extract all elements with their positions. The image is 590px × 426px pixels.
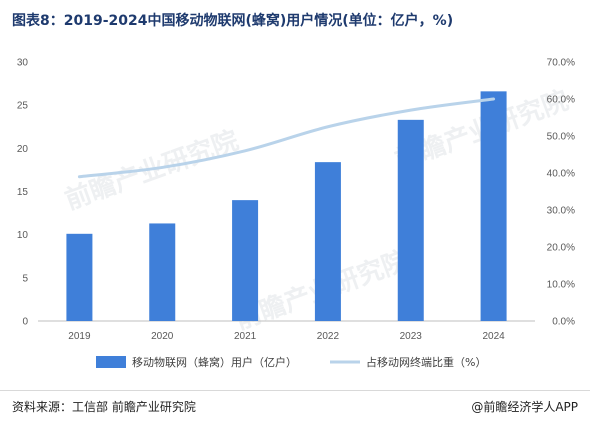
left-tick-label: 25 xyxy=(17,101,29,112)
right-tick-label: 10.0% xyxy=(547,280,575,291)
legend-bar-swatch xyxy=(96,356,126,368)
bar-2021 xyxy=(232,200,259,321)
right-tick-label: 40.0% xyxy=(547,169,575,180)
line-series xyxy=(77,97,496,179)
x-axis: 2019 2020 2021 2022 2023 2024 xyxy=(68,331,505,342)
right-tick-label: 20.0% xyxy=(547,243,575,254)
x-tick-label: 2020 xyxy=(151,331,174,342)
left-tick-label: 5 xyxy=(22,273,28,284)
chart-title: 图表8：2019-2024中国移动物联网(蜂窝)用户情况(单位：亿户，%) xyxy=(12,13,454,29)
bar-2019 xyxy=(66,233,93,321)
x-tick-label: 2023 xyxy=(400,331,423,342)
bar-2020 xyxy=(149,223,176,321)
left-axis: 0 5 10 15 20 25 30 xyxy=(17,58,29,328)
source-note: 资料来源：工信部 前瞻产业研究院 xyxy=(12,400,196,414)
right-tick-label: 0.0% xyxy=(552,317,575,328)
x-tick-label: 2024 xyxy=(482,331,505,342)
brand-credit: @前瞻经济学人APP xyxy=(471,400,578,414)
left-tick-label: 20 xyxy=(17,144,29,155)
right-tick-label: 60.0% xyxy=(547,95,575,106)
right-tick-label: 30.0% xyxy=(547,206,575,217)
bar-series xyxy=(66,91,507,322)
x-tick-label: 2019 xyxy=(68,331,91,342)
right-tick-label: 50.0% xyxy=(547,132,575,143)
legend: 移动物联网（蜂窝）用户（亿户） 占移动网终端比重（%） xyxy=(96,355,486,369)
legend-bar-label: 移动物联网（蜂窝）用户（亿户） xyxy=(132,355,297,369)
right-tick-label: 70.0% xyxy=(547,58,575,69)
bar-2024 xyxy=(480,91,507,321)
x-tick-label: 2022 xyxy=(317,331,340,342)
left-tick-label: 10 xyxy=(17,230,29,241)
chart: 0 5 10 15 20 25 30 0.0% 10.0% 20.0% 30.0% 40.0% 50.… xyxy=(17,58,575,370)
left-tick-label: 0 xyxy=(22,317,28,328)
bar-2023 xyxy=(397,119,424,322)
right-axis: 0.0% 10.0% 20.0% 30.0% 40.0% 50.0% 60.0% 70.0% xyxy=(547,58,575,328)
left-tick-label: 15 xyxy=(17,187,29,198)
left-tick-label: 30 xyxy=(17,58,29,69)
footer-divider xyxy=(0,390,590,391)
x-tick-label: 2021 xyxy=(234,331,257,342)
bar-2022 xyxy=(314,162,341,321)
legend-line-label: 占移动网终端比重（%） xyxy=(366,355,486,369)
